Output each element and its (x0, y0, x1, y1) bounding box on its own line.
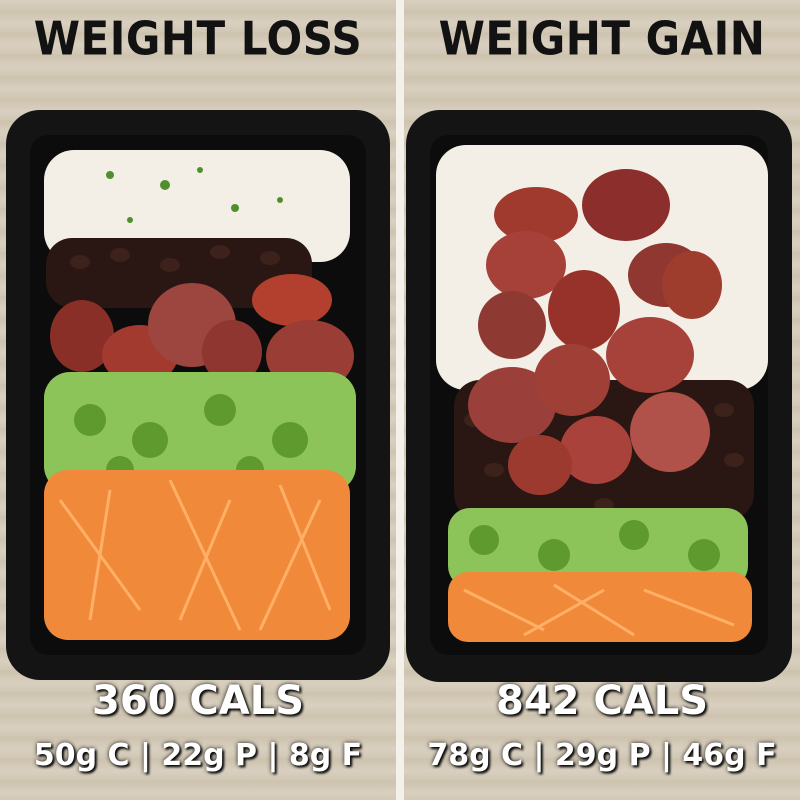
weight-loss-title: WEIGHT LOSS (33, 11, 363, 66)
sausage-slices (468, 169, 722, 495)
weight-loss-calories: 360 CALS (91, 678, 305, 724)
panel-divider (396, 0, 404, 800)
weight-gain-meal-container (406, 110, 792, 682)
weight-gain-macros: 78g C | 29g P | 46g F (427, 738, 777, 773)
cilantro-garnish (106, 167, 283, 223)
weight-loss-meal-container (6, 110, 390, 680)
broccoli-portion (448, 508, 748, 588)
weight-gain-panel: WEIGHT GAIN (404, 0, 800, 800)
carrot-portion (448, 572, 752, 642)
rice-portion (44, 150, 350, 262)
weight-gain-title: WEIGHT GAIN (438, 11, 766, 66)
weight-loss-macros: 50g C | 22g P | 8g F (33, 738, 363, 773)
weight-gain-calories: 842 CALS (495, 678, 709, 724)
weight-loss-panel: WEIGHT LOSS (0, 0, 396, 800)
